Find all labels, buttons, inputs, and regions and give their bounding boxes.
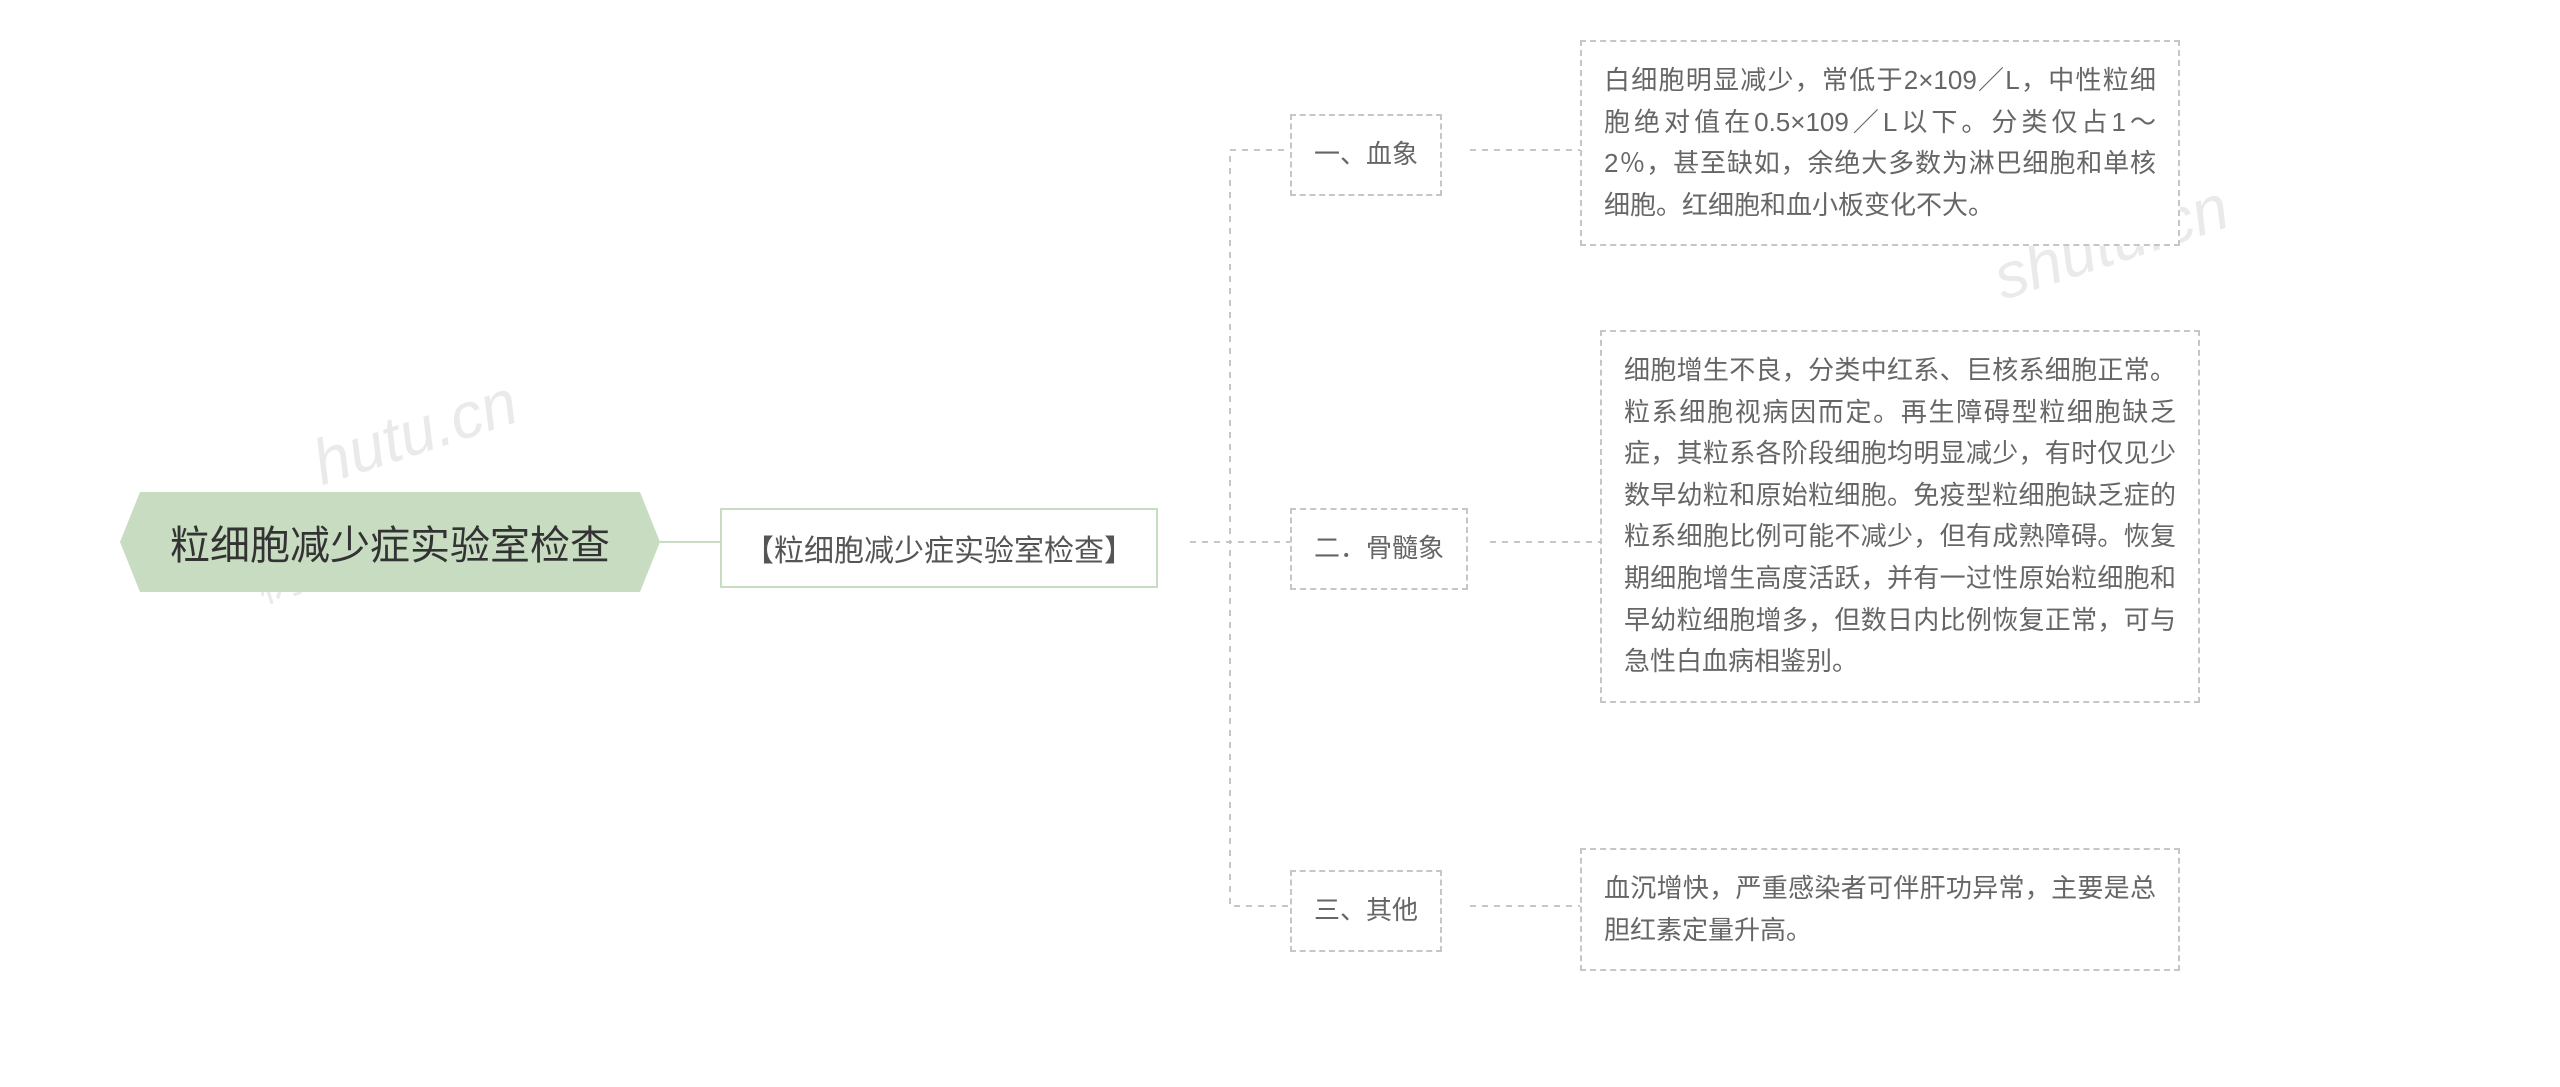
- root-label: 粒细胞减少症实验室检查: [170, 513, 610, 571]
- root-node[interactable]: 粒细胞减少症实验室检查: [120, 492, 660, 592]
- branch-node-2[interactable]: 二．骨髓象: [1290, 508, 1468, 590]
- leaf-node-3[interactable]: 血沉增快，严重感染者可伴肝功异常，主要是总胆红素定量升高。: [1580, 848, 2180, 971]
- level1-node[interactable]: 【粒细胞减少症实验室检查】: [720, 508, 1158, 588]
- leaf-node-1[interactable]: 白细胞明显减少，常低于2×109／L，中性粒细胞绝对值在0.5×109／L以下。…: [1580, 40, 2180, 246]
- branch-node-3[interactable]: 三、其他: [1290, 870, 1442, 952]
- mindmap-canvas: hutu.cn 树图 shutu.cn 树图 粒细胞减少症实验室检查 【粒细胞减…: [0, 0, 2560, 1087]
- branch-label: 二．骨髓象: [1314, 528, 1444, 570]
- leaf-node-2[interactable]: 细胞增生不良，分类中红系、巨核系细胞正常。粒系细胞视病因而定。再生障碍型粒细胞缺…: [1600, 330, 2200, 703]
- leaf-text: 血沉增快，严重感染者可伴肝功异常，主要是总胆红素定量升高。: [1604, 868, 2156, 951]
- watermark-url: hutu.cn: [305, 369, 524, 495]
- leaf-text: 细胞增生不良，分类中红系、巨核系细胞正常。粒系细胞视病因而定。再生障碍型粒细胞缺…: [1624, 350, 2176, 683]
- leaf-text: 白细胞明显减少，常低于2×109／L，中性粒细胞绝对值在0.5×109／L以下。…: [1604, 60, 2156, 226]
- branch-node-1[interactable]: 一、血象: [1290, 114, 1442, 196]
- level1-label: 【粒细胞减少症实验室检查】: [744, 526, 1134, 570]
- branch-label: 三、其他: [1314, 890, 1418, 932]
- branch-label: 一、血象: [1314, 134, 1418, 176]
